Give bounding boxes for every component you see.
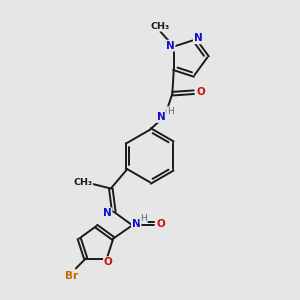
Text: H: H — [140, 214, 147, 223]
Text: H: H — [167, 107, 174, 116]
Text: N: N — [194, 33, 203, 43]
Text: N: N — [132, 219, 141, 230]
Text: N: N — [166, 41, 175, 51]
Text: O: O — [104, 257, 112, 267]
Text: N: N — [103, 208, 112, 218]
Text: Br: Br — [64, 271, 78, 281]
Text: CH₃: CH₃ — [73, 178, 92, 187]
Text: O: O — [156, 219, 165, 229]
Text: O: O — [196, 87, 205, 97]
Text: N: N — [157, 112, 165, 122]
Text: CH₃: CH₃ — [151, 22, 170, 31]
